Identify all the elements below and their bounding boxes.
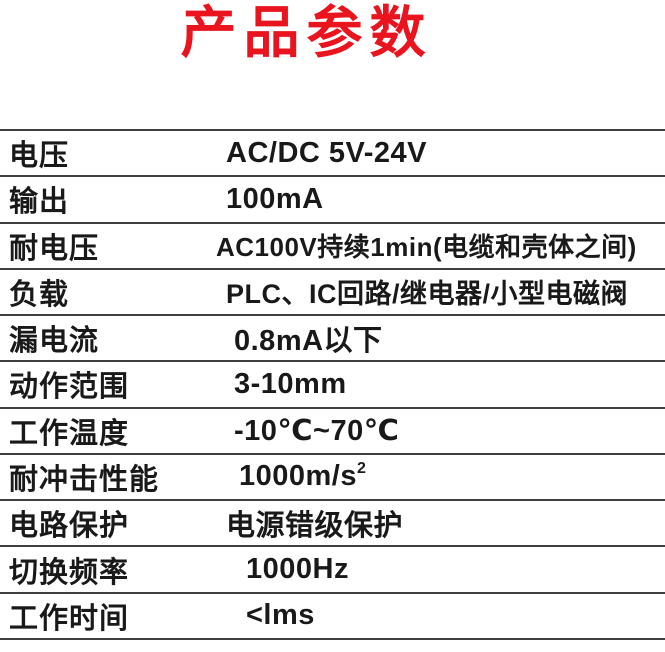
spec-table: 电压 AC/DC 5V-24V 输出 100mA 耐电压 AC100V持续1mi… [0,129,665,640]
spec-value: <lms [226,599,665,632]
spec-value: 0.8mA以下 [226,317,665,359]
spec-value: 3-10mm [226,368,665,401]
spec-label: 工作温度 [9,417,130,450]
spec-value-text: 电源错级保护 [226,510,404,543]
spec-row-leakage-current: 漏电流 0.8mA以下 [0,314,665,360]
spec-value-text: 0.8mA以下 [234,325,383,358]
spec-value-text: AC100V持续1min(电缆和壳体之间) [216,232,637,263]
spec-value: 1000Hz [226,553,665,586]
spec-label: 工作时间 [9,602,130,635]
spec-label: 输出 [9,186,70,219]
spec-value-text: PLC、IC回路/继电器/小型电磁阀 [226,279,629,310]
spec-value: PLC、IC回路/继电器/小型电磁阀 [226,272,665,311]
spec-row-circuit-protection: 电路保护 电源错级保护 [0,499,665,545]
spec-row-load: 负载 PLC、IC回路/继电器/小型电磁阀 [0,267,665,314]
spec-row-switching-frequency: 切换频率 1000Hz [0,545,665,591]
spec-row-output: 输出 100mA [0,175,665,221]
spec-value: 100mA [226,183,665,216]
spec-value-text: 1000m/s [239,460,357,493]
spec-row-withstand-voltage: 耐电压 AC100V持续1min(电缆和壳体之间) [0,221,665,268]
spec-label: 耐冲击性能 [9,463,160,496]
spec-value: AC/DC 5V-24V [226,137,665,170]
page-title: 产品参数 [180,1,433,64]
spec-value-text: 1000Hz [246,553,349,586]
spec-row-sensing-range: 动作范围 3-10mm [0,360,665,406]
spec-value-text: 100mA [226,182,324,215]
spec-value: 1000m/s2 [226,460,665,493]
spec-label: 负载 [9,278,70,311]
spec-row-shock-resistance: 耐冲击性能 1000m/s2 [0,452,665,499]
spec-label: 耐电压 [9,232,100,265]
spec-value-text: <lms [246,599,315,632]
spec-value-text: AC/DC 5V-24V [226,136,428,169]
spec-label: 漏电流 [9,325,100,358]
spec-label: 电压 [9,140,70,173]
spec-label: 电路保护 [9,510,130,543]
spec-label: 动作范围 [9,371,130,404]
spec-row-response-time: 工作时间 <lms [0,591,665,638]
spec-row-voltage: 电压 AC/DC 5V-24V [0,129,665,175]
spec-value-superscript: 2 [357,459,367,477]
spec-row-operating-temperature: 工作温度 -10℃~70℃ [0,406,665,453]
spec-value: 电源错级保护 [226,502,665,544]
spec-value-text: -10℃~70℃ [234,415,400,448]
spec-label: 切换频率 [9,556,130,589]
spec-value: -10℃~70℃ [226,413,665,448]
spec-value-text: 3-10mm [234,367,347,400]
spec-value: AC100V持续1min(电缆和壳体之间) [216,227,665,264]
